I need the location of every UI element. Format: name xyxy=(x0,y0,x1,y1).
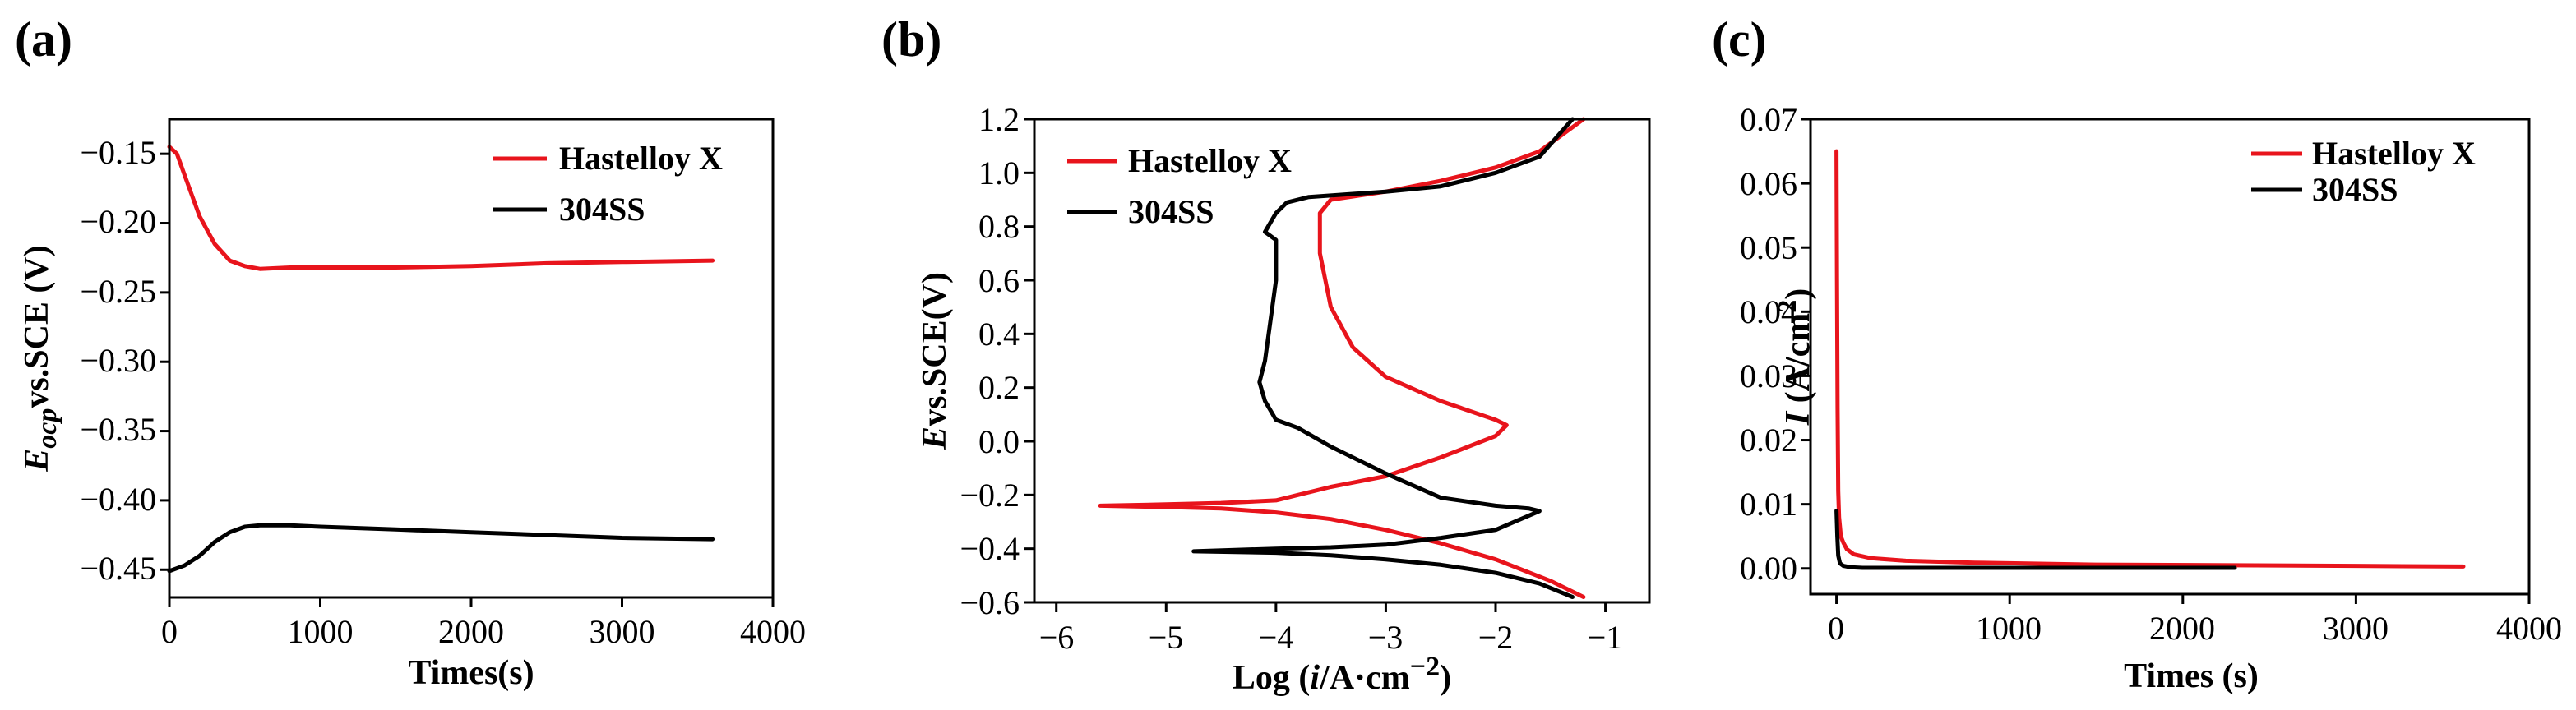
panel-a-y-tick-label: −0.15 xyxy=(80,134,156,171)
panel-c-y-tick-label: 0.01 xyxy=(1740,486,1797,523)
panel-c-legend-label-hastelloy-x: Hastelloy X xyxy=(2312,135,2476,172)
panel-a-x-tick-label: 0 xyxy=(161,613,178,650)
panel-a-y-axis-subscript: ocp xyxy=(32,408,62,449)
panel-a-legend-label-304ss: 304SS xyxy=(559,191,645,228)
panel-b-x-tick-label: −1 xyxy=(1588,619,1623,656)
panel-a-y-tick-label: −0.30 xyxy=(80,342,156,379)
panel-b-y-axis-symbol: E xyxy=(916,426,954,450)
panel-a-curves xyxy=(167,145,715,574)
panel-b-curves xyxy=(1098,117,1586,599)
panel-b-series-hastelloy-x-line xyxy=(1098,117,1586,599)
panel-b-y-tick-labels: −0.6 −0.4 −0.2 0.0 0.2 0.4 0.6 0.8 1.0 1… xyxy=(960,101,1020,621)
panel-a-label: (a) xyxy=(15,12,72,67)
panel-c-legend: Hastelloy X 304SS xyxy=(2251,135,2476,208)
panel-b-legend: Hastelloy X 304SS xyxy=(1067,142,1292,230)
panel-b-x-tick-label: −3 xyxy=(1368,619,1404,656)
panel-a-y-tick-label: −0.25 xyxy=(80,273,156,310)
panel-a-x-axis-title: Times(s) xyxy=(408,654,534,692)
panel-c-y-axis-title: I (A/cm2) xyxy=(1772,288,1817,426)
panel-a-x-tick-label: 3000 xyxy=(590,613,655,650)
panel-c: (c) 0 1000 2000 3000 4000 0 xyxy=(1712,12,2562,695)
panel-a-legend: Hastelloy X 304SS xyxy=(493,140,723,228)
panel-b-y-tick-label: 1.0 xyxy=(978,154,1020,191)
panel-a-x-tick-label: 4000 xyxy=(740,613,806,650)
panel-b-y-tick-label: −0.6 xyxy=(960,584,1020,621)
panel-a-x-tick-label: 1000 xyxy=(288,613,354,650)
panel-c-series-hastelloy-x-line xyxy=(1834,149,2466,569)
panel-b-x-axis-superscript: −2 xyxy=(1410,652,1440,682)
panel-c-x-tick-labels: 0 1000 2000 3000 4000 xyxy=(1828,610,2562,647)
panel-c-x-tick-label: 1000 xyxy=(1976,610,2042,647)
panel-c-x-tick-label: 2000 xyxy=(2149,610,2215,647)
panel-b-x-tick-label: −4 xyxy=(1259,619,1294,656)
panel-c-y-tick-labels: 0.00 0.01 0.02 0.03 0.04 0.05 0.06 0.07 xyxy=(1740,101,1797,587)
panel-b-x-tick-labels: −6 −5 −4 −3 −2 −1 xyxy=(1039,619,1623,656)
panel-a-y-axis-title: Eocpvs.SCE (V) xyxy=(18,245,62,472)
panel-a-y-axis-rest: vs.SCE (V) xyxy=(18,245,56,408)
panel-c-y-axis-suffix: ) xyxy=(1779,288,1817,300)
panel-b-y-tick-label: 0.0 xyxy=(978,423,1020,460)
panel-b-y-tick-label: 0.4 xyxy=(978,316,1020,353)
panel-c-y-tick-label: 0.07 xyxy=(1740,101,1797,138)
panel-c-y-tick-label: 0.04 xyxy=(1740,293,1797,330)
panel-c-y-axis-rest: (A/cm xyxy=(1779,313,1817,412)
panel-c-x-tick-label: 0 xyxy=(1828,610,1844,647)
panel-b-y-tick-label: 0.6 xyxy=(978,262,1020,299)
panel-c-y-tick-label: 0.02 xyxy=(1740,422,1797,459)
panel-c-curves xyxy=(1834,149,2466,570)
panel-c-label: (c) xyxy=(1712,12,1767,67)
panel-c-legend-label-304ss: 304SS xyxy=(2312,171,2398,208)
panel-b-y-tick-label: −0.2 xyxy=(960,477,1020,514)
panel-c-main-frame xyxy=(1809,118,2531,596)
panel-b-legend-label-304ss: 304SS xyxy=(1128,193,1214,230)
panel-b-x-tick-label: −2 xyxy=(1478,619,1514,656)
panel-b-y-axis-title: Evs.SCE(V) xyxy=(916,272,954,450)
panel-a-series-304ss-line xyxy=(167,523,715,574)
panel-c-y-tick-label: 0.06 xyxy=(1740,165,1797,202)
panel-c-x-axis-title: Times (s) xyxy=(2124,657,2259,695)
panel-b-y-tick-label: 0.2 xyxy=(978,369,1020,406)
panel-b-series-304ss-line xyxy=(1191,117,1575,599)
panel-b-legend-label-hastelloy-x: Hastelloy X xyxy=(1128,142,1292,179)
panel-a-y-tick-label: −0.20 xyxy=(80,203,156,240)
panel-a-ticks xyxy=(160,152,775,607)
panel-a-y-tick-labels: −0.15 −0.20 −0.25 −0.30 −0.35 −0.40 −0.4… xyxy=(80,134,156,587)
panel-a-y-tick-label: −0.35 xyxy=(80,411,156,448)
panel-a-y-tick-label: −0.45 xyxy=(80,550,156,587)
panel-b-x-axis-unit: /A·cm xyxy=(1319,659,1410,697)
panel-b-x-axis-italic: i xyxy=(1310,659,1320,697)
panel-c-x-tick-label: 4000 xyxy=(2496,610,2562,647)
panel-b-y-axis-rest: vs.SCE(V) xyxy=(916,272,954,426)
panel-a-legend-label-hastelloy-x: Hastelloy X xyxy=(559,140,723,177)
panel-b-y-tick-label: 1.2 xyxy=(978,101,1020,138)
panel-b: (b) −6 −5 −4 −3 −2 −1 −0.6 −0.4 −0.2 0.0… xyxy=(881,12,1651,697)
panel-b-y-tick-label: 0.8 xyxy=(978,208,1020,245)
panel-a-y-axis-symbol: E xyxy=(18,449,56,473)
panel-a-x-tick-labels: 0 1000 2000 3000 4000 xyxy=(161,613,806,650)
panel-c-y-tick-label: 0.05 xyxy=(1740,229,1797,266)
panel-c-x-tick-label: 3000 xyxy=(2323,610,2389,647)
panel-c-y-axis-superscript: 2 xyxy=(1772,300,1801,313)
panel-b-ticks xyxy=(1024,118,1607,612)
panel-b-x-axis-prefix: Log ( xyxy=(1233,659,1311,697)
panel-b-y-tick-label: −0.4 xyxy=(960,530,1020,567)
panel-c-series-304ss-line xyxy=(1834,509,2237,570)
panel-c-ticks xyxy=(1801,118,2531,604)
panel-b-x-axis-suffix: ) xyxy=(1440,659,1451,697)
panel-c-y-tick-label: 0.03 xyxy=(1740,357,1797,394)
panel-b-plot-frame xyxy=(1033,118,1651,604)
panel-a: (a) 0 1000 2000 3000 4000 −0.15 −0.20 −0… xyxy=(15,12,806,692)
panel-a-x-tick-label: 2000 xyxy=(438,613,504,650)
panel-a-series-hastelloy-x-line xyxy=(167,145,715,271)
panel-b-x-tick-label: −5 xyxy=(1149,619,1184,656)
panel-b-x-tick-label: −6 xyxy=(1039,619,1075,656)
panel-c-y-axis-symbol: I xyxy=(1779,410,1817,426)
panel-b-label: (b) xyxy=(881,12,941,67)
panel-b-x-axis-title: Log (i/A·cm−2) xyxy=(1233,652,1451,697)
panel-a-y-tick-label: −0.40 xyxy=(80,481,156,518)
panel-c-y-tick-label: 0.00 xyxy=(1740,550,1797,587)
